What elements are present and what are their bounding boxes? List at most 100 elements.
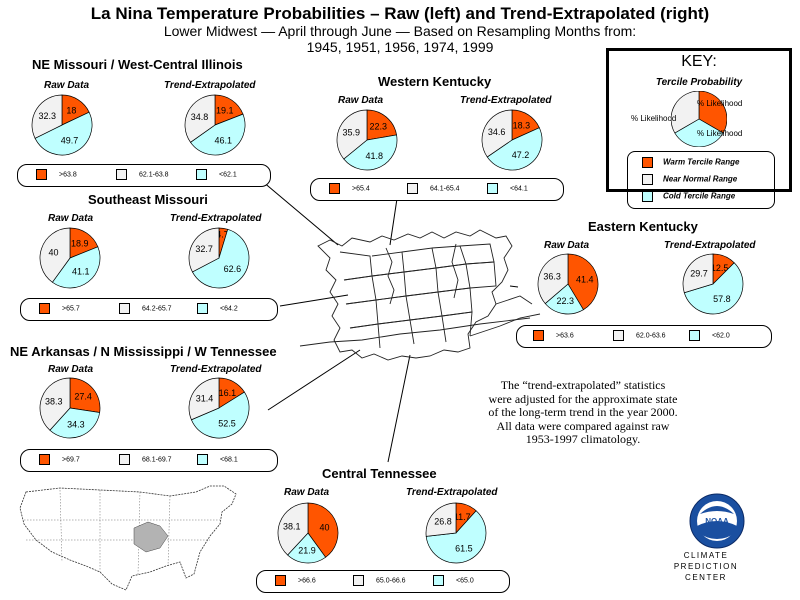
pie-value-label: 34.6 xyxy=(488,127,506,137)
key-panel: KEY: Tercile Probability % Likelihood % … xyxy=(606,48,792,209)
legend-text: >65.7 xyxy=(62,305,80,313)
legend-item-cold: <64.1 xyxy=(487,183,528,195)
pie-label-trend: Trend-Extrapolated xyxy=(164,80,256,91)
cpc-line-2: CENTER xyxy=(685,573,727,582)
pie-value-label: 62.6 xyxy=(224,264,242,274)
legend-item-cold: <64.2 xyxy=(197,303,238,315)
legend-text: >63.8 xyxy=(59,171,77,179)
pie-slice-normal xyxy=(188,377,220,421)
key-label-cold: % Likelihood xyxy=(697,129,743,138)
pie-eastern-kentucky-trend: 12.5 57.8 29.7 xyxy=(682,253,744,315)
pie-ne-missouri-trend: 19.1 46.1 34.8 xyxy=(184,94,246,156)
cold-swatch xyxy=(642,191,653,202)
cold-swatch xyxy=(689,330,700,341)
pie-value-label: 18.3 xyxy=(513,120,531,130)
pie-value-label: 61.5 xyxy=(455,543,473,553)
pie-value-label: 41.1 xyxy=(72,267,90,277)
legend-text: >66.6 xyxy=(298,577,316,585)
pie-slice-normal xyxy=(537,253,569,305)
normal-swatch xyxy=(642,174,653,185)
pie-slice-normal xyxy=(188,227,220,273)
pie-value-label: 34.8 xyxy=(191,112,209,122)
key-title: KEY: xyxy=(681,53,717,70)
noaa-logo-text: NOAA xyxy=(705,517,729,526)
key-subtitle: Tercile Probability xyxy=(655,77,743,88)
pie-slice-cold xyxy=(683,262,744,315)
pie-slice-normal xyxy=(481,109,513,158)
cold-swatch xyxy=(197,303,208,314)
pie-slice-normal xyxy=(277,502,309,556)
region-title-ne-missouri: NE Missouri / West-Central Illinois xyxy=(32,57,243,72)
pie-western-kentucky-raw: 22.3 41.8 35.9 xyxy=(336,109,398,171)
legend-item-warm: >65.4 xyxy=(329,183,370,195)
legend-item-cold: <68.1 xyxy=(197,454,238,466)
region-title-ne-arkansas: NE Arkansas / N Mississippi / W Tennesse… xyxy=(10,344,277,359)
legend-central-tennessee: >66.6 65.0-66.6 <65.0 xyxy=(256,570,510,593)
pie-ne-arkansas-raw: 27.4 34.3 38.3 xyxy=(39,377,101,439)
pie-slice-normal xyxy=(682,253,714,294)
pie-eastern-kentucky-raw: 41.4 22.3 36.3 xyxy=(537,253,599,315)
pie-slice-cold xyxy=(425,510,487,564)
pie-value-label: 36.3 xyxy=(543,272,561,282)
cold-swatch xyxy=(197,454,208,465)
pie-central-tennessee-trend: 11.7 61.5 26.8 xyxy=(425,502,487,564)
pie-value-label: 4.7 xyxy=(216,229,229,239)
legend-item-normal: 64.1-65.4 xyxy=(407,183,460,195)
cold-swatch xyxy=(487,183,498,194)
region-title-eastern-kentucky: Eastern Kentucky xyxy=(588,219,698,234)
legend-item-warm: >66.6 xyxy=(275,575,316,587)
connector-southeast-missouri xyxy=(279,294,349,307)
pie-value-label: 26.8 xyxy=(434,516,452,526)
legend-text: 62.1-63.8 xyxy=(139,171,169,179)
warm-swatch xyxy=(329,183,340,194)
pie-label-raw: Raw Data xyxy=(544,240,590,251)
legend-text: >63.6 xyxy=(556,332,574,340)
pie-value-label: 34.3 xyxy=(67,419,85,429)
legend-item-cold: <62.1 xyxy=(196,169,237,181)
normal-swatch xyxy=(119,303,130,314)
pie-label-trend: Trend-Extrapolated xyxy=(170,364,262,375)
pie-value-label: 22.3 xyxy=(556,296,574,306)
pie-value-label: 27.4 xyxy=(74,392,92,402)
pie-slice-normal xyxy=(31,94,63,139)
pie-label-trend: Trend-Extrapolated xyxy=(664,240,756,251)
key-legend-warm: Warm Tercile Range xyxy=(642,157,739,168)
pie-value-label: 40 xyxy=(48,248,58,258)
pie-value-label: 35.9 xyxy=(343,128,361,138)
pie-label-raw: Raw Data xyxy=(44,80,90,91)
pie-label-raw: Raw Data xyxy=(48,364,94,375)
legend-item-warm: >63.8 xyxy=(36,169,77,181)
legend-item-normal: 68.1-69.7 xyxy=(119,454,172,466)
pie-slice-warm xyxy=(69,377,101,413)
pie-value-label: 31.4 xyxy=(196,393,214,403)
noaa-logo: NOAA xyxy=(689,493,745,549)
legend-item-warm: >63.6 xyxy=(533,330,574,342)
legend-text: Near Normal Range xyxy=(663,174,738,184)
pie-value-label: 18 xyxy=(66,105,76,115)
pie-slice-warm xyxy=(567,253,599,311)
pie-slice-normal xyxy=(184,94,216,143)
cpc-line-1: CLIMATE PREDICTION xyxy=(673,551,739,571)
pie-value-label: 38.1 xyxy=(283,522,301,532)
legend-southeast-missouri: >65.7 64.2-65.7 <64.2 xyxy=(20,298,278,321)
key-legend: Warm Tercile Range Near Normal Range Col… xyxy=(627,151,775,209)
connector-ne-missouri xyxy=(261,180,339,246)
pie-slice-cold xyxy=(486,127,543,171)
legend-text: 64.1-65.4 xyxy=(430,185,460,193)
pie-value-label: 41.8 xyxy=(365,151,383,161)
legend-text: <62.0 xyxy=(712,332,730,340)
legend-ne-arkansas: >69.7 68.1-69.7 <68.1 xyxy=(20,449,278,472)
pie-slice-cold xyxy=(51,246,101,289)
legend-western-kentucky: >65.4 64.1-65.4 <64.1 xyxy=(310,178,564,201)
pie-slice-warm xyxy=(307,502,339,558)
region-title-southeast-missouri: Southeast Missouri xyxy=(88,192,208,207)
pie-western-kentucky-trend: 18.3 47.2 34.6 xyxy=(481,109,543,171)
pie-value-label: 19.1 xyxy=(216,106,234,116)
legend-text: <64.1 xyxy=(510,185,528,193)
connector-central-tennessee xyxy=(387,354,411,463)
pie-slice-normal xyxy=(39,227,71,283)
warm-swatch xyxy=(39,303,50,314)
legend-text: 62.0-63.6 xyxy=(636,332,666,340)
